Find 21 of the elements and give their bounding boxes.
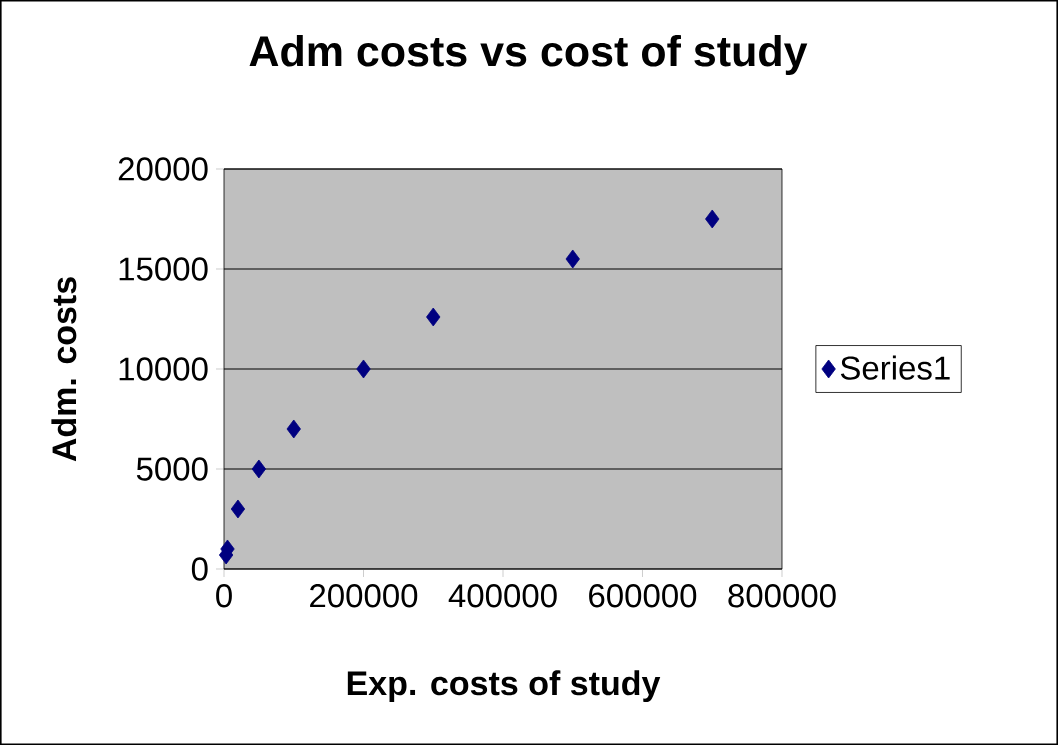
- point: [565, 249, 580, 269]
- y-axis-title: Adm. costs: [51, 277, 77, 462]
- y-tick-label: 0: [191, 557, 208, 581]
- y-tick-label: 20000: [118, 157, 208, 181]
- point: [356, 359, 371, 379]
- y-tick-label: 15000: [119, 257, 208, 281]
- y-tick-label: 5000: [136, 457, 208, 481]
- point: [426, 307, 441, 327]
- x-tick-label: 800000: [728, 584, 836, 608]
- chart-title: Adm costs vs cost of study: [249, 34, 808, 76]
- point: [286, 419, 301, 439]
- x-tick-label: 200000: [310, 584, 418, 608]
- point: [230, 499, 246, 519]
- x-tick-label: 0: [216, 584, 232, 608]
- y-tick-label: 10000: [119, 357, 208, 381]
- x-tick-label: 600000: [589, 584, 697, 608]
- x-tick-label: 400000: [448, 584, 557, 608]
- legend-label: Series1: [840, 355, 950, 380]
- point: [251, 459, 267, 479]
- x-axis-title: Exp. costs of study: [347, 670, 661, 703]
- point: [705, 209, 720, 229]
